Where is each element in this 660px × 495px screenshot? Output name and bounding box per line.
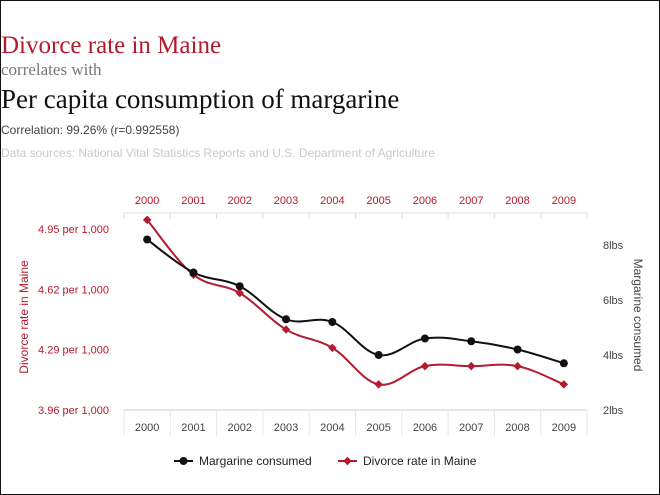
left-y-tick-label: 4.62 per 1,000 (38, 284, 109, 296)
left-axis-title: Divorce rate in Maine (17, 260, 31, 374)
right-y-tick-label: 2lbs (603, 405, 624, 417)
bottom-x-tick-label: 2009 (552, 422, 576, 434)
top-x-tick-label: 2005 (366, 195, 390, 207)
legend-label-margarine: Margarine consumed (199, 454, 312, 468)
point-margarine (374, 351, 383, 359)
left-y-tick-label: 3.96 per 1,000 (38, 405, 109, 417)
top-x-tick-label: 2006 (413, 195, 437, 207)
title-line-1: Divorce rate in Maine (1, 32, 222, 59)
point-divorce (142, 215, 152, 225)
bottom-x-tick-label: 2001 (181, 422, 205, 434)
point-divorce (328, 343, 337, 353)
correlation-text: Correlation: 99.26% (r=0.992558) (1, 123, 180, 137)
series-line-margarine (146, 238, 565, 365)
point-margarine (420, 334, 429, 343)
top-x-tick-label: 2000 (135, 195, 159, 207)
point-margarine (513, 345, 522, 354)
point-divorce (420, 361, 430, 371)
bottom-x-tick-label: 2008 (505, 422, 529, 434)
left-y-tick-label: 4.29 per 1,000 (38, 345, 109, 357)
top-x-tick-label: 2003 (274, 195, 298, 207)
bottom-x-tick-label: 2002 (228, 422, 252, 434)
top-x-tick-label: 2009 (552, 195, 576, 207)
point-margarine (467, 337, 476, 346)
series-line-divorce (146, 219, 565, 386)
bottom-x-tick-label: 2005 (366, 422, 390, 434)
point-margarine (189, 268, 198, 277)
bottom-x-tick-label: 2000 (135, 422, 159, 434)
legend-marker-margarine (179, 457, 188, 465)
top-x-tick-label: 2004 (320, 195, 344, 207)
right-y-tick-label: 8lbs (603, 240, 624, 252)
legend-marker-divorce (343, 456, 352, 466)
top-x-tick-label: 2008 (505, 195, 529, 207)
title-line-3: Per capita consumption of margarine (1, 84, 400, 114)
point-divorce (467, 361, 476, 371)
right-y-tick-label: 6lbs (603, 295, 624, 307)
bottom-x-tick-label: 2004 (320, 422, 344, 434)
top-x-tick-label: 2001 (181, 195, 205, 207)
point-divorce (513, 361, 522, 371)
left-y-tick-label: 4.95 per 1,000 (38, 224, 109, 236)
bottom-x-tick-label: 2003 (274, 422, 298, 434)
point-margarine (282, 315, 291, 324)
right-axis-title: Margarine consumed (631, 259, 645, 372)
top-x-tick-label: 2002 (228, 195, 252, 207)
title-line-2: correlates with (1, 60, 102, 79)
data-sources-text: Data sources: National Vital Statistics … (1, 146, 435, 160)
point-divorce (235, 288, 244, 298)
bottom-x-tick-label: 2006 (413, 422, 437, 434)
point-margarine (328, 318, 337, 326)
point-margarine (235, 282, 244, 291)
point-margarine (143, 235, 152, 244)
top-x-tick-label: 2007 (459, 195, 483, 207)
legend-label-divorce: Divorce rate in Maine (363, 454, 477, 468)
right-y-tick-label: 4lbs (603, 350, 624, 362)
bottom-x-tick-label: 2007 (459, 422, 483, 434)
point-divorce (374, 380, 383, 389)
point-margarine (559, 359, 568, 368)
point-divorce (559, 380, 569, 389)
point-divorce (281, 325, 291, 334)
